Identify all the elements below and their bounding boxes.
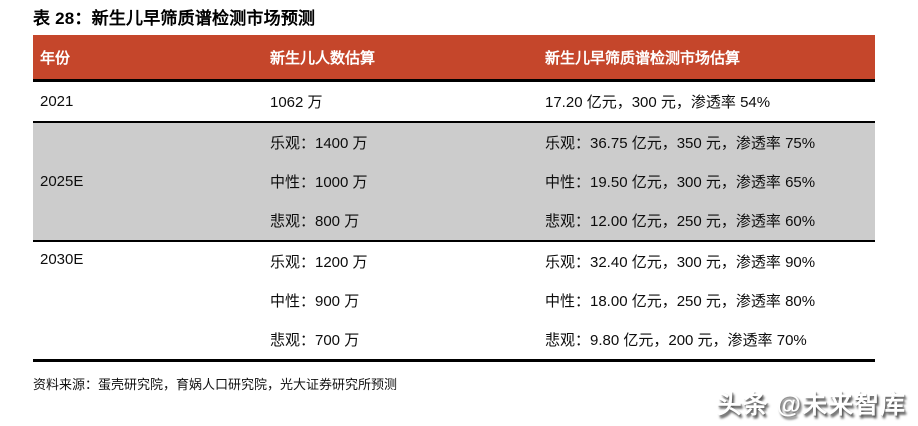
table-row: 中性：1000 万 中性：19.50 亿元，300 元，渗透率 65% <box>33 162 875 201</box>
table-row: 2030E 乐观：1200 万 乐观：32.40 亿元，300 元，渗透率 90… <box>33 241 875 362</box>
table-title: 表 28：新生儿早筛质谱检测市场预测 <box>33 9 316 28</box>
population-cell: 中性：900 万 <box>270 293 360 310</box>
year-cell: 2030E <box>33 241 270 362</box>
table-row: 2021 1062 万 17.20 亿元，300 元，渗透率 54% <box>33 80 875 123</box>
header-row: 年份 新生儿人数估算 新生儿早筛质谱检测市场估算 <box>33 35 875 82</box>
population-cell: 中性：1000 万 <box>270 162 545 201</box>
watermark: 头条 @未来智库 <box>716 391 906 419</box>
population-cell: 乐观：1400 万 <box>270 122 545 162</box>
year-cell: 2025E <box>33 122 270 242</box>
table-row: 悲观：800 万 悲观：12.00 亿元，250 元，渗透率 60% <box>33 201 875 242</box>
header-year: 年份 <box>33 35 270 82</box>
population-cell: 乐观：1200 万 <box>270 254 368 271</box>
market-cell: 中性：19.50 亿元，300 元，渗透率 65% <box>545 162 875 201</box>
table-row: 悲观：700 万 悲观：9.80 亿元，200 元，渗透率 70% <box>33 320 875 362</box>
header-market: 新生儿早筛质谱检测市场估算 <box>545 35 875 82</box>
market-cell: 中性：18.00 亿元，250 元，渗透率 80% <box>545 293 816 310</box>
population-cell: 悲观：700 万 <box>270 320 545 362</box>
market-cell: 悲观：9.80 亿元，200 元，渗透率 70% <box>545 320 875 362</box>
header-population: 新生儿人数估算 <box>270 35 545 82</box>
market-cell: 乐观：32.40 亿元，300 元，渗透率 90% <box>545 254 816 271</box>
forecast-table: 年份 新生儿人数估算 新生儿早筛质谱检测市场估算 2021 1062 万 17.… <box>33 35 875 362</box>
table-row: 2025E 乐观：1400 万 乐观：36.75 亿元，350 元，渗透率 75… <box>33 122 875 242</box>
market-cell: 悲观：12.00 亿元，250 元，渗透率 60% <box>545 201 875 242</box>
population-cell: 1062 万 <box>270 80 545 123</box>
market-cell: 乐观：36.75 亿元，350 元，渗透率 75% <box>545 122 875 162</box>
source-note: 资料来源：蛋壳研究院，育娲人口研究院，光大证券研究所预测 <box>33 377 398 392</box>
table-row: 中性：900 万 中性：18.00 亿元，250 元，渗透率 80% <box>33 281 875 320</box>
population-cell: 悲观：800 万 <box>270 201 545 242</box>
market-cell: 17.20 亿元，300 元，渗透率 54% <box>545 80 875 123</box>
year-cell: 2021 <box>33 80 270 123</box>
